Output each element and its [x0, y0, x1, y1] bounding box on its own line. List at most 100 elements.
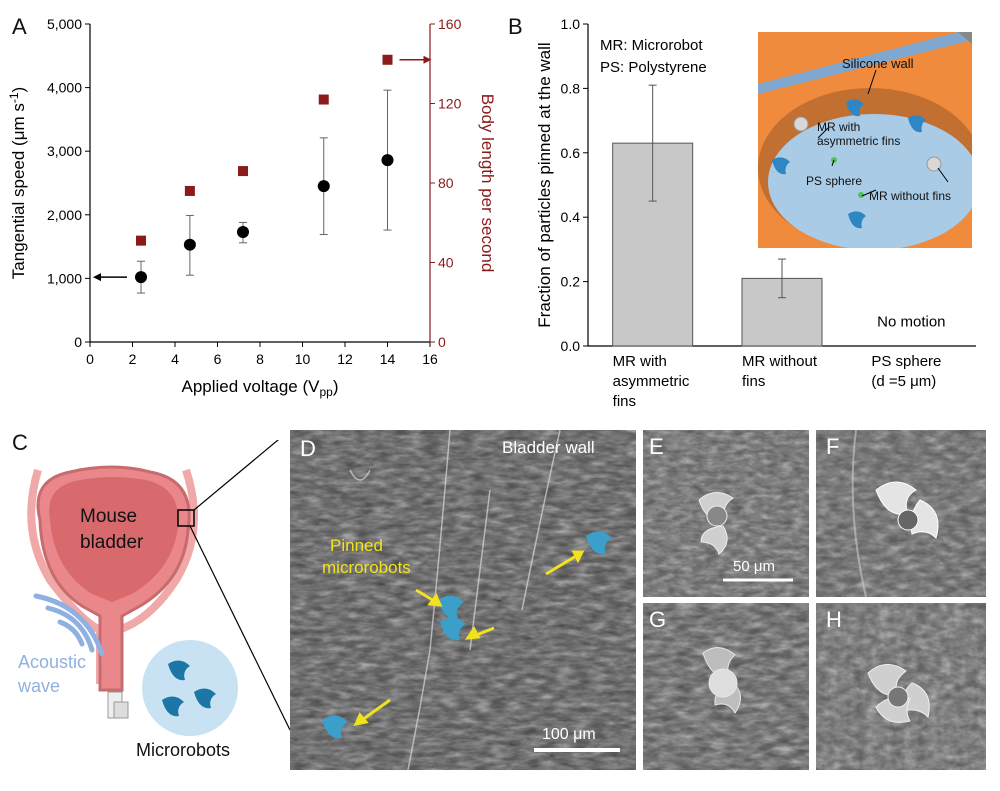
x-category-label: asymmetric: [613, 373, 690, 390]
inset-label-mr-with: MR with: [817, 120, 861, 134]
panel-label-d: D: [300, 436, 316, 461]
acoustic-wave-label-2: wave: [18, 676, 61, 696]
y-right-tick-label: 0: [438, 334, 446, 350]
speed-point: [381, 154, 394, 167]
microrobot-closeup-e: [698, 492, 734, 555]
x-category-label: MR without: [742, 353, 818, 370]
y-tick-label: 0.6: [561, 145, 581, 161]
scale-label-e: 50 μm: [733, 558, 775, 575]
microrobots-label: Microrobots: [136, 740, 231, 760]
x-tick-label: 0: [86, 351, 94, 367]
x-category-label: (d =5 μm): [871, 373, 936, 390]
pinned-label-1: Pinned: [330, 536, 383, 555]
pinned-label-2: microrobots: [322, 558, 411, 577]
microrobot-closeup-h: [867, 664, 930, 723]
sem-image-d: D Bladder wall Pinned microrobots 100 μm: [290, 430, 636, 770]
scale-label-d: 100 μm: [542, 726, 596, 743]
x-tick-label: 12: [337, 351, 353, 367]
left-axis-arrowhead: [93, 273, 101, 282]
y-left-tick-label: 0: [74, 334, 82, 350]
body-length-point: [184, 185, 195, 196]
panel-label-f: F: [826, 434, 840, 459]
microrobot-icons: [162, 660, 216, 717]
bladder-wall-label: Bladder wall: [502, 438, 595, 457]
x-tick-label: 2: [129, 351, 137, 367]
acoustic-wave-icon: [33, 593, 105, 657]
y-left-tick-label: 4,000: [47, 80, 82, 96]
panel-label-b: B: [508, 14, 523, 39]
bladder-label-1: Mouse: [80, 506, 138, 527]
body-length-point: [136, 235, 146, 246]
bladder-zoom-box: [177, 509, 195, 527]
x-tick-label: 16: [422, 351, 438, 367]
sem-image-h: H: [816, 603, 986, 770]
y-axis-right-label: Body length per second: [478, 94, 497, 273]
x-tick-label: 4: [171, 351, 179, 367]
inset-top-edge: [758, 32, 972, 94]
body-length-point: [238, 166, 248, 177]
panel-label-g: G: [649, 607, 667, 632]
microrobot-closeup-f: [875, 481, 939, 539]
speed-point: [135, 271, 147, 284]
right-axis-arrowhead: [423, 55, 432, 64]
panel-label-e: E: [649, 434, 664, 459]
y-tick-label: 0.4: [561, 209, 581, 225]
pinned-microrobots: [322, 531, 612, 739]
body-length-point: [318, 94, 329, 105]
acoustic-wave-label-1: Acoustic: [18, 652, 87, 672]
chart-a: 0 2 4 6 8 10 12 14 1601,0002,0003,0004,0005,0000…: [7, 16, 497, 399]
inset-silicone-channel: [758, 32, 972, 248]
x-tick-label: 6: [214, 351, 222, 367]
speed-point: [183, 238, 196, 251]
chart-b: 0.0 0.2 0.4 0.6 0.8 1.0 Fraction of particles …: [535, 16, 976, 410]
x-tick-label: 14: [380, 351, 396, 367]
y-left-tick-label: 1,000: [47, 270, 82, 286]
x-category-label: fins: [613, 393, 636, 410]
panel-label-c: C: [12, 430, 28, 455]
x-category-label: PS sphere: [871, 353, 941, 370]
y-right-tick-label: 120: [438, 96, 462, 112]
inset-ps-bead: [793, 116, 809, 132]
speed-point: [317, 180, 330, 193]
microrobot-closeup-g: [702, 647, 741, 714]
y-tick-label: 0.0: [561, 338, 581, 354]
y-right-tick-label: 40: [438, 255, 454, 271]
inset-well-floor: [768, 114, 972, 248]
y-tick-label: 1.0: [561, 16, 581, 32]
x-category-label: fins: [742, 373, 765, 390]
y-axis-label: Fraction of particles pinned at the wall: [535, 42, 554, 327]
y-left-tick-label: 3,000: [47, 143, 82, 159]
no-motion-label: No motion: [877, 314, 945, 331]
x-axis-label: Applied voltage (Vpp): [181, 377, 338, 399]
y-right-tick-label: 80: [438, 175, 454, 191]
legend-mr: MR: Microrobot: [600, 37, 703, 54]
sem-image-f: F: [816, 430, 986, 597]
y-tick-label: 0.2: [561, 274, 581, 290]
inset-ps-bead: [926, 156, 942, 172]
body-length-point: [382, 54, 393, 65]
inset-label-mr-without: MR without fins: [869, 189, 952, 203]
panel-label-a: A: [12, 14, 27, 39]
inset-label-mr-with-2: asymmetric fins: [817, 134, 901, 148]
sem-image-e: E 50 μm: [643, 430, 809, 597]
inset-robots: [772, 99, 926, 229]
y-left-tick-label: 5,000: [47, 16, 82, 32]
catheter-icon: [107, 691, 129, 719]
speed-point: [237, 225, 249, 238]
panel-label-h: H: [826, 607, 842, 632]
y-axis-left-label: Tangential speed (μm s-1): [7, 87, 28, 279]
y-left-tick-label: 2,000: [47, 207, 82, 223]
y-right-tick-label: 160: [438, 16, 462, 32]
bladder-illustration: [27, 440, 290, 736]
legend-ps: PS: Polystyrene: [600, 59, 707, 76]
x-tick-label: 8: [256, 351, 264, 367]
inset-label-ps-sphere: PS sphere: [806, 174, 863, 188]
sem-image-g: G: [643, 603, 809, 770]
y-tick-label: 0.8: [561, 80, 581, 96]
yellow-arrows: [353, 550, 585, 727]
inset-label-silicone-wall: Silicone wall: [842, 56, 914, 71]
x-category-label: MR with: [613, 353, 667, 370]
microrobot-bubble: [142, 640, 238, 736]
x-tick-label: 10: [295, 351, 311, 367]
bladder-label-2: bladder: [80, 532, 144, 553]
